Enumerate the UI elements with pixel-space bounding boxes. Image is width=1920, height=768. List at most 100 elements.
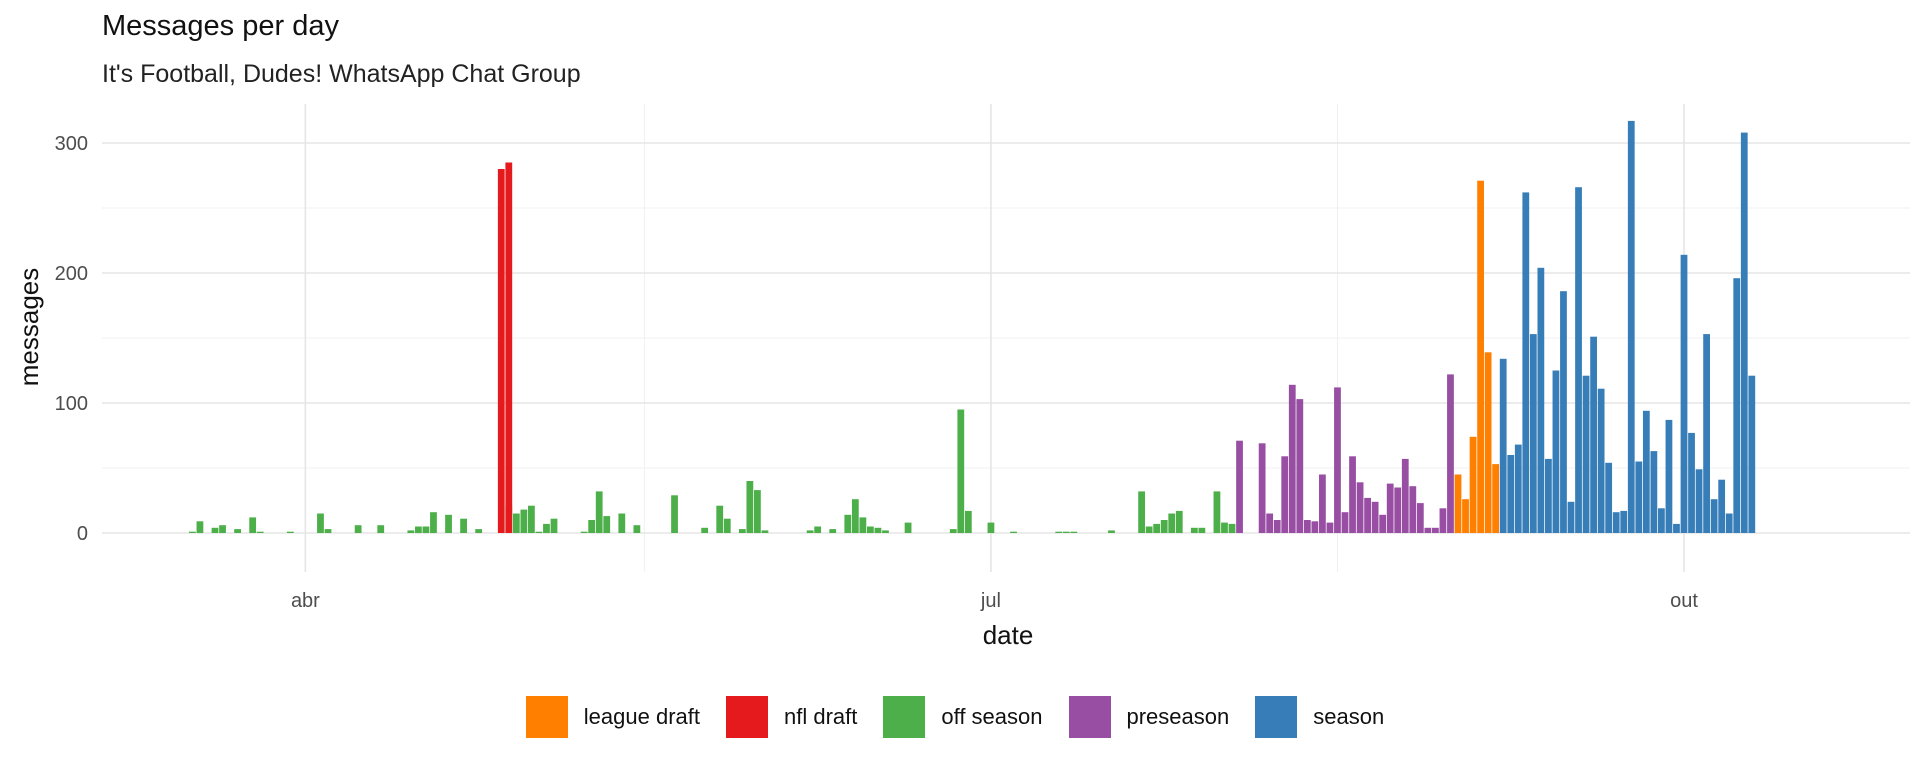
bar [1733, 278, 1741, 533]
bar [520, 509, 528, 533]
bar [761, 530, 769, 533]
bars [189, 120, 1756, 534]
bar [1266, 513, 1274, 533]
bar [211, 527, 219, 533]
legend-swatch [883, 696, 926, 738]
bar [1454, 474, 1462, 533]
bar [1108, 530, 1115, 533]
bar [1529, 334, 1537, 533]
bar [1688, 432, 1695, 533]
legend-label: off season [941, 704, 1043, 729]
legend-item: off season [883, 696, 1052, 738]
bar [317, 513, 324, 533]
legend-item: league draft [525, 696, 710, 738]
bar [1522, 192, 1530, 533]
bar [475, 529, 483, 533]
legend-item: season [1255, 696, 1394, 738]
bar [1281, 456, 1289, 533]
bar [1228, 523, 1236, 533]
bar [633, 525, 641, 533]
x-tick-label: out [1670, 590, 1698, 612]
bar [1680, 254, 1688, 534]
bar [1296, 399, 1304, 533]
bar [535, 531, 543, 533]
bar [1432, 527, 1439, 533]
bar [1703, 334, 1710, 533]
bar [1665, 419, 1673, 533]
bar [1138, 491, 1145, 533]
bar [1175, 510, 1183, 533]
bar [1514, 444, 1522, 533]
bar [1409, 486, 1417, 533]
bar [851, 499, 859, 533]
bar [1258, 443, 1266, 533]
y-tick-label: 100 [55, 393, 88, 415]
bar [1168, 513, 1176, 533]
bar [1484, 352, 1492, 533]
bar [324, 529, 332, 533]
bar [1635, 461, 1643, 533]
bar [234, 529, 241, 533]
chart-title: Messages per day [102, 10, 339, 42]
bar [1303, 520, 1311, 533]
bar [1658, 508, 1665, 533]
bar [1356, 482, 1364, 533]
bar [1447, 374, 1454, 533]
bar [1055, 531, 1063, 533]
bar [738, 529, 746, 533]
bar [1545, 458, 1552, 533]
bar [949, 529, 957, 533]
legend-label: league draft [583, 704, 700, 729]
bar [580, 531, 588, 533]
bar [1627, 120, 1635, 534]
bar [1612, 512, 1620, 533]
bar [1582, 375, 1590, 533]
bar [1288, 384, 1296, 533]
bar [1695, 469, 1703, 533]
bar [1650, 451, 1658, 533]
legend-item: preseason [1068, 696, 1240, 738]
bar [1597, 388, 1605, 533]
legend-swatch [1068, 696, 1111, 738]
bar [286, 531, 294, 533]
bar [1010, 531, 1017, 533]
y-tick-label: 0 [77, 523, 88, 545]
bar [588, 520, 596, 533]
bar [1070, 531, 1078, 533]
bar [422, 526, 430, 533]
bar [1673, 523, 1680, 533]
bar [1718, 479, 1726, 533]
bar [407, 530, 415, 533]
x-tick-label: jul [980, 590, 1001, 612]
bar [1364, 497, 1371, 533]
bar [1462, 499, 1469, 533]
bar [618, 513, 626, 533]
chart-plot: 0 100 200 300 abr jul out date messages [14, 104, 1910, 650]
bar [1537, 267, 1545, 533]
bar [1190, 527, 1198, 533]
bar [1160, 520, 1168, 533]
bar [746, 481, 754, 533]
legend: league draft nfl draft off season preseason… [0, 696, 1920, 738]
x-axis-title: date [983, 620, 1034, 650]
bar [1334, 387, 1341, 533]
bar [505, 162, 513, 533]
bar [1605, 462, 1613, 533]
bar [1748, 375, 1756, 533]
bar [1725, 513, 1733, 533]
y-tick-label: 300 [55, 133, 88, 155]
bar [1273, 520, 1281, 533]
tick-labels: 0 100 200 300 abr jul out [55, 133, 1699, 612]
bar [1198, 527, 1206, 533]
bar [603, 516, 611, 533]
bar [814, 526, 822, 533]
bar [844, 514, 852, 533]
y-tick-label: 200 [55, 263, 88, 285]
bar [460, 518, 467, 533]
bar [1590, 336, 1597, 533]
y-axis-title: messages [14, 268, 44, 387]
bar [497, 169, 505, 533]
bar [904, 522, 912, 533]
bar [1642, 410, 1650, 533]
bar [957, 409, 965, 533]
